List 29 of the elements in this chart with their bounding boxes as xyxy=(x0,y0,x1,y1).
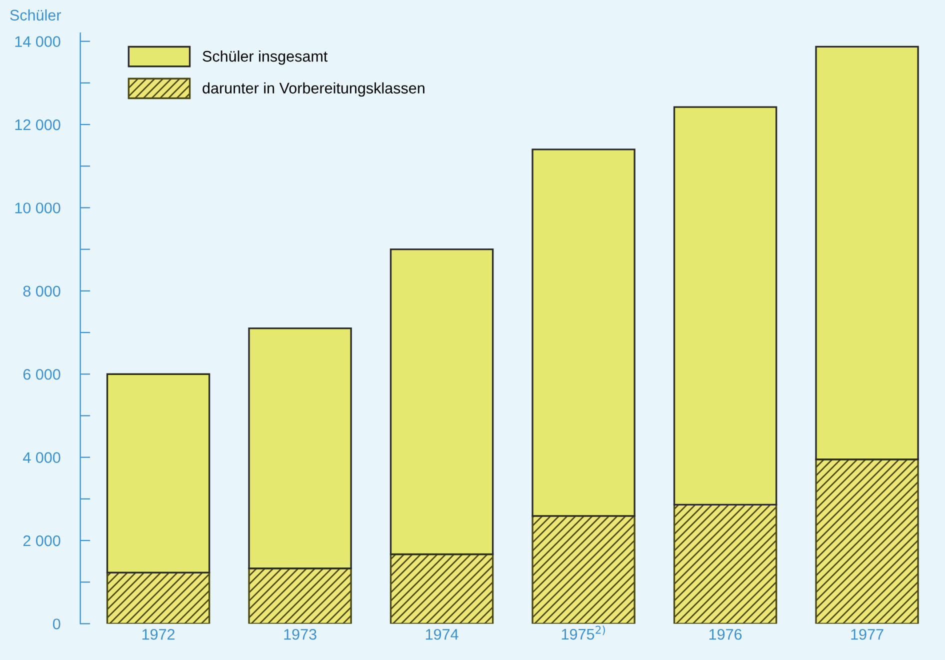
y-tick-label: 8 000 xyxy=(23,286,60,297)
bar xyxy=(532,515,636,624)
y-tick-label: 14 000 xyxy=(15,36,60,48)
y-tick-label: 0 xyxy=(52,618,60,630)
y-tick-label: 4 000 xyxy=(23,452,60,463)
bar xyxy=(248,328,352,570)
bar xyxy=(815,46,919,460)
y-tick-label: 2 000 xyxy=(23,535,60,546)
x-tick-label: 1977 xyxy=(851,628,884,640)
bar xyxy=(390,553,494,624)
bar xyxy=(106,572,210,624)
x-tick-label: 1976 xyxy=(709,628,742,640)
bar xyxy=(248,568,352,624)
bar xyxy=(390,248,494,556)
x-tick-label: 1973 xyxy=(284,628,316,640)
y-tick-label: 12 000 xyxy=(15,119,60,130)
x-tick-label: 1975$^{2)}$ xyxy=(562,626,605,640)
y-axis-title: Schüler xyxy=(10,9,61,21)
bar xyxy=(106,373,210,574)
y-tick-label: 6 000 xyxy=(23,368,60,380)
legend-label: darunter in Vorbereitungsklassen xyxy=(202,82,424,97)
bar xyxy=(815,458,919,624)
legend-label: Schüler insgesamt xyxy=(202,50,328,65)
bar xyxy=(673,504,778,624)
bar xyxy=(673,106,778,506)
bar xyxy=(532,148,636,517)
x-tick-label: 1974 xyxy=(426,628,458,640)
y-tick-label: 10 000 xyxy=(15,202,60,214)
x-tick-label: 1972 xyxy=(142,628,175,640)
